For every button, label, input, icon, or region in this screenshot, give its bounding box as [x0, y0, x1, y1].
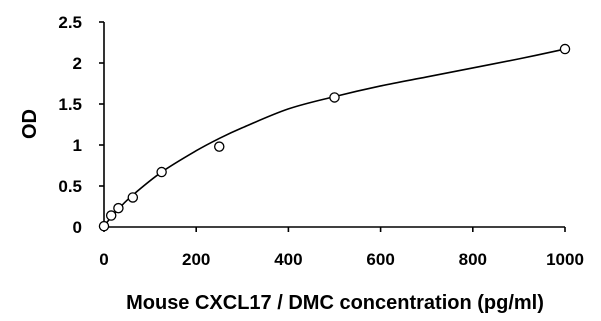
y-tick-label: 2: [73, 54, 82, 73]
x-tick-label: 600: [366, 250, 394, 269]
y-axis-title: OD: [19, 109, 41, 139]
y-tick-label: 1.5: [58, 95, 82, 114]
data-point: [127, 192, 139, 203]
x-tick-label: 200: [182, 250, 210, 269]
data-points: [98, 43, 571, 232]
data-point: [559, 43, 571, 55]
data-point: [98, 220, 110, 232]
axes: [103, 22, 565, 228]
x-tick-label: 0: [99, 250, 108, 269]
fit-curve-line: [103, 48, 566, 227]
y-tick-label: 2.5: [58, 13, 82, 32]
y-tick-label: 0.5: [58, 177, 82, 196]
tick-labels: 0 0.5 1 1.5 2 2.5 0 200 400 600 800 1000: [58, 13, 584, 269]
x-tick-label: 1000: [546, 250, 584, 269]
data-point: [329, 92, 340, 103]
y-tick-label: 1: [73, 136, 82, 155]
x-axis-title: Mouse CXCL17 / DMC concentration (pg/ml): [126, 292, 544, 314]
y-tick-label: 0: [73, 218, 82, 237]
data-point: [213, 141, 225, 152]
x-tick-label: 400: [274, 250, 302, 269]
data-point: [105, 210, 117, 221]
data-point: [156, 166, 167, 178]
x-tick-label: 800: [459, 250, 487, 269]
data-point: [113, 202, 124, 214]
tick-marks: [99, 21, 566, 232]
